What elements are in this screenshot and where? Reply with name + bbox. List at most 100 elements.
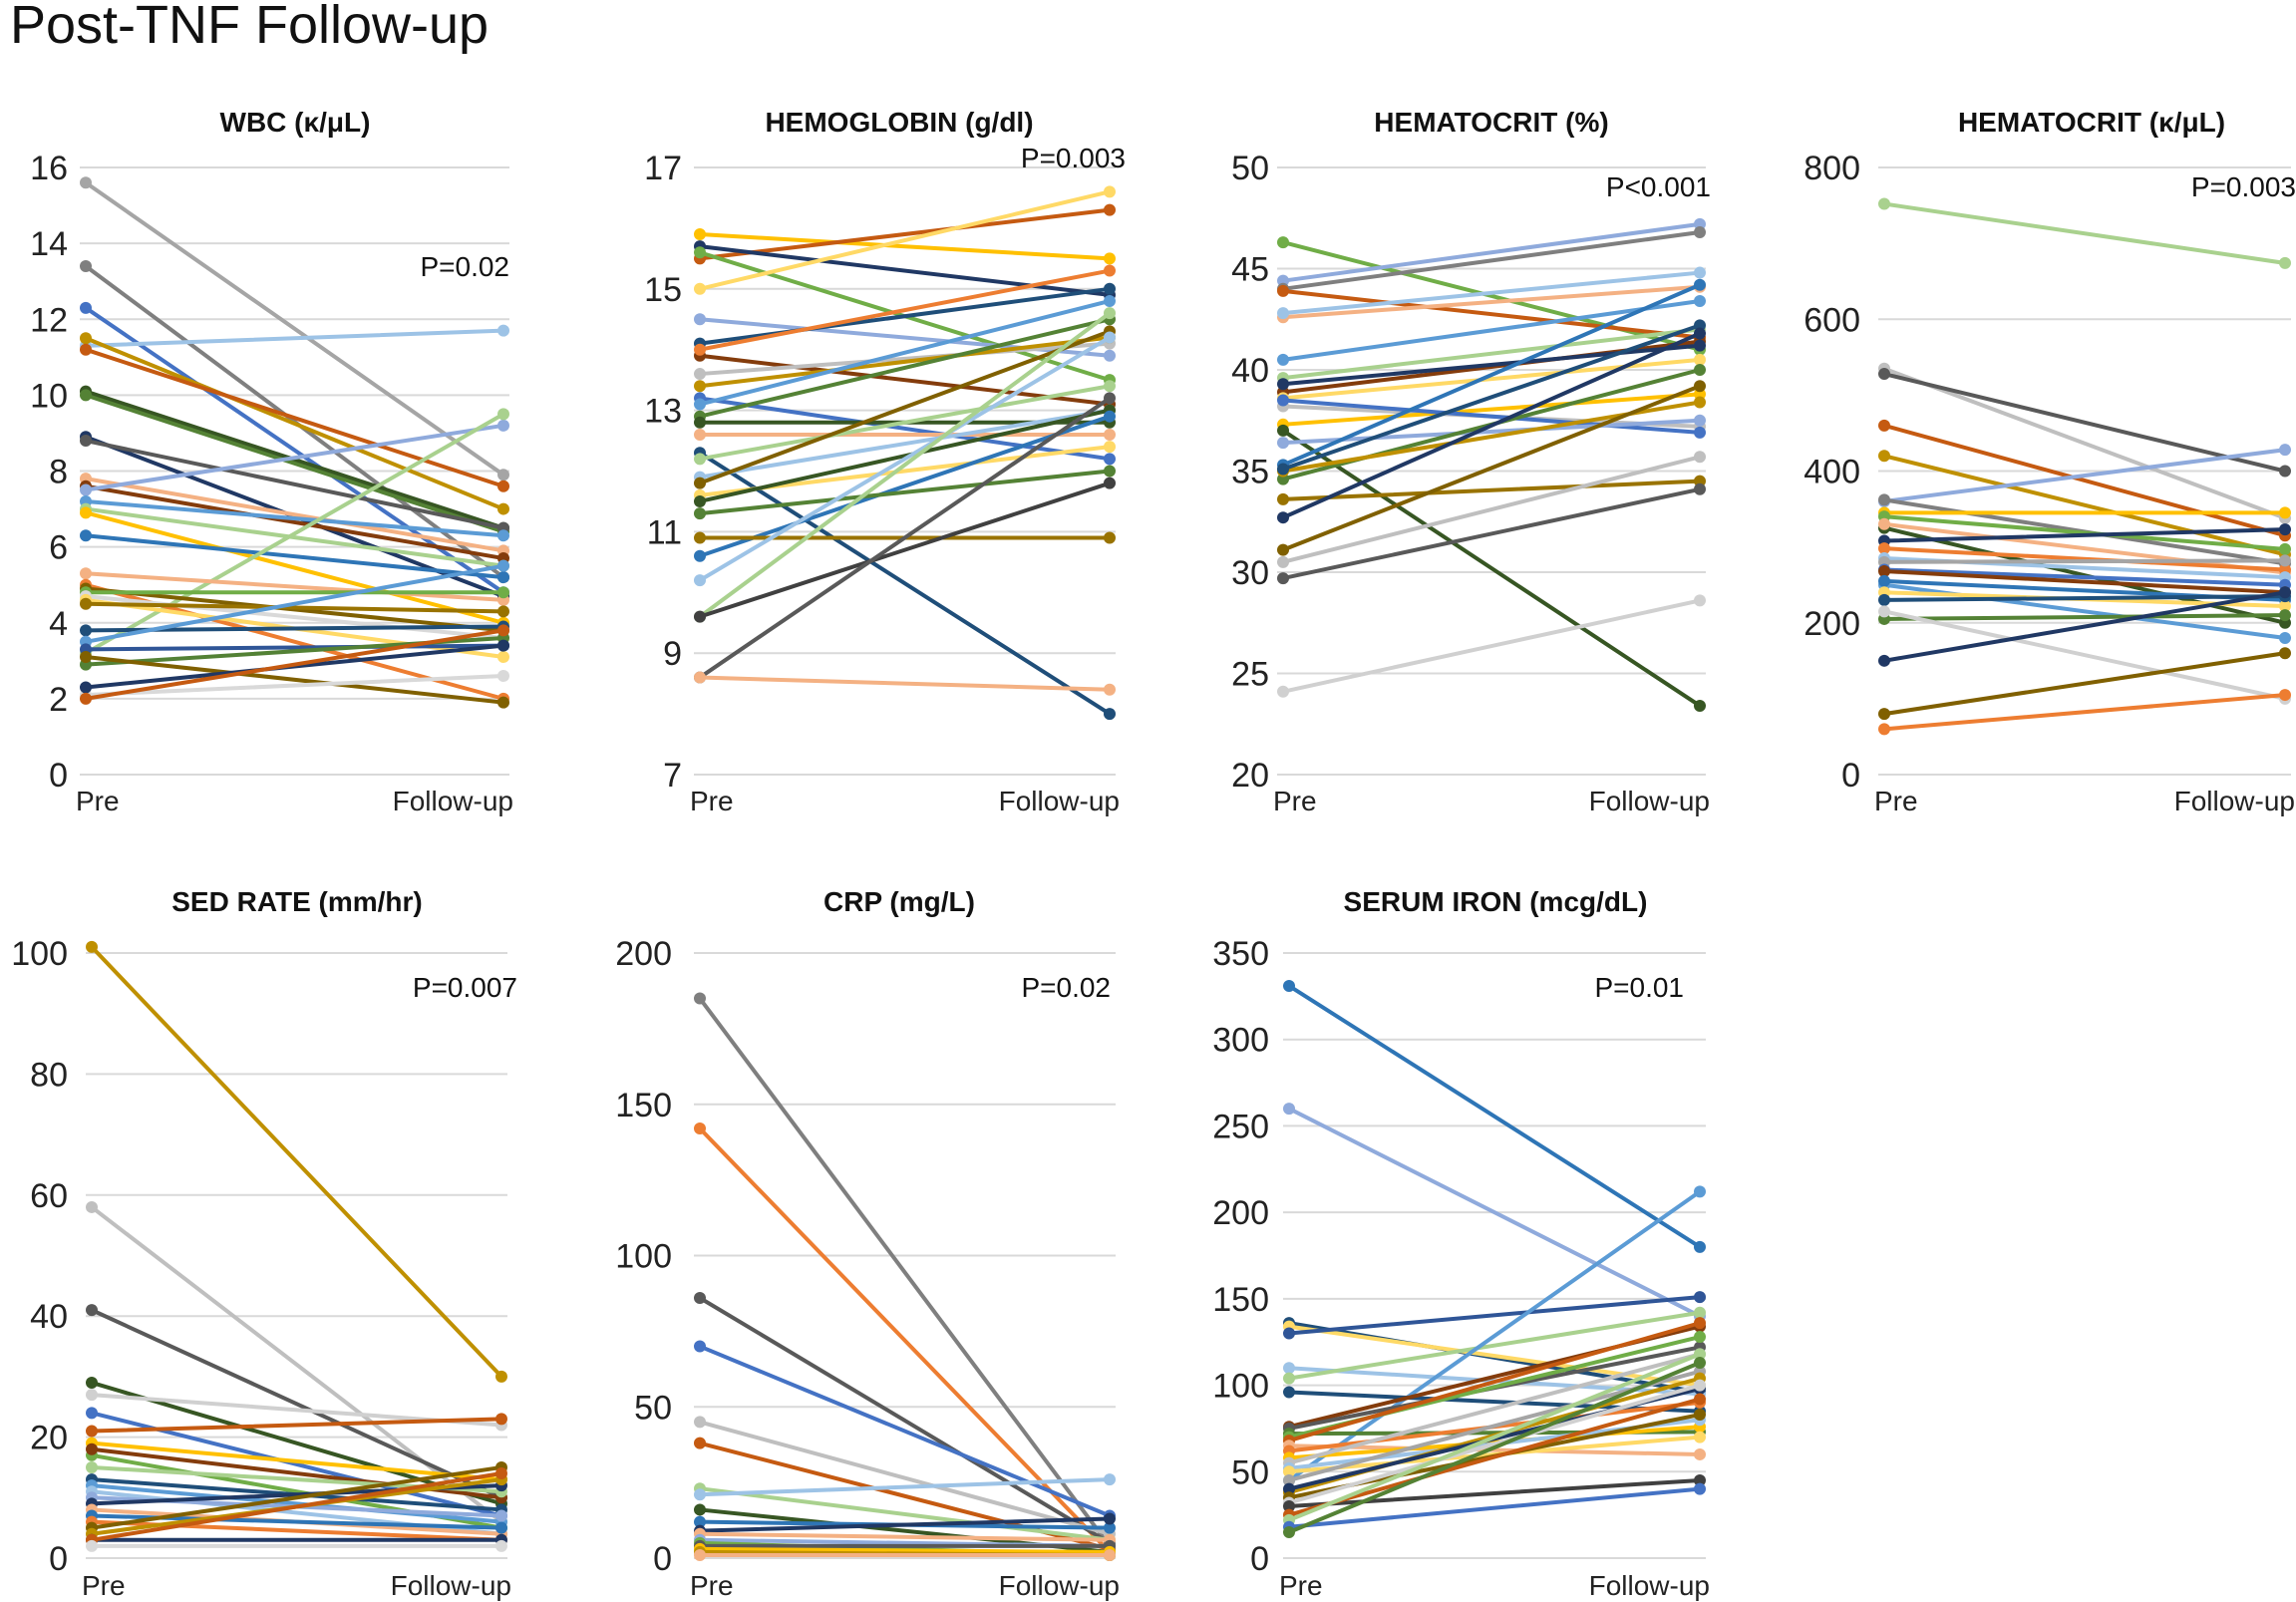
chart-7-point-followup-7 [1694, 1185, 1706, 1198]
chart-3-point-followup-9 [1694, 339, 1706, 352]
chart-1-series-line-26 [84, 563, 505, 644]
chart-1-point-followup-24 [497, 605, 509, 618]
chart-2-series-line-16 [698, 451, 1112, 717]
chart-7-xcat-label-pre: Pre [1279, 1570, 1323, 1601]
chart-1-series-line-29 [84, 655, 505, 705]
chart-2-point-pre-27 [694, 610, 706, 623]
chart-3-point-pre-22 [1277, 543, 1289, 556]
chart-3-series-line-0 [1281, 240, 1702, 352]
chart-1-series-line-18 [84, 571, 505, 602]
chart-7-series-line-8 [1287, 1390, 1702, 1414]
chart-4-point-followup-23 [2279, 586, 2291, 599]
chart-1-series-line-16 [84, 533, 505, 580]
chart-7-series-line-27 [1287, 1352, 1702, 1522]
chart-2-series-line-26 [698, 311, 1112, 619]
chart-7-point-pre-0 [1283, 979, 1295, 992]
chart-7-point-followup-0 [1694, 1240, 1706, 1253]
chart-4-point-followup-5 [2279, 444, 2291, 457]
chart-3-point-pre-25 [1277, 685, 1289, 698]
chart-2-point-pre-21 [694, 494, 706, 507]
chart-7-series-line-1 [1287, 1107, 1702, 1319]
chart-4-point-pre-0 [1878, 197, 1890, 210]
chart-3-ytick-label-3: 35 [1231, 454, 1269, 491]
chart-2-ytick-label-5: 17 [644, 150, 682, 187]
chart-5-series-line-0 [90, 944, 503, 1379]
chart-3-point-followup-2 [1694, 225, 1706, 238]
chart-3-point-pre-0 [1277, 236, 1289, 249]
chart-2-point-pre-9 [694, 368, 706, 381]
chart-7-ytick-label-2: 100 [1212, 1368, 1269, 1406]
chart-3-series-line-16 [1281, 282, 1702, 468]
chart-4-point-pre-25 [1878, 723, 1890, 736]
chart-4-point-pre-20 [1878, 593, 1890, 606]
chart-3-point-pre-9 [1277, 378, 1289, 391]
chart-4-point-followup-0 [2279, 256, 2291, 269]
chart-6-xcat-label-followup: Follow-up [999, 1570, 1120, 1601]
chart-5-series-line-1 [90, 1204, 503, 1524]
chart-5-point-pre-5 [86, 1407, 98, 1420]
chart-7-point-pre-6 [1283, 1372, 1295, 1385]
chart-1-series-line-30 [84, 674, 505, 698]
chart-3-point-followup-17 [1694, 364, 1706, 376]
chart-3-point-pre-24 [1277, 572, 1289, 585]
chart-2-point-followup-23 [1104, 465, 1116, 478]
chart-1-ytick-label-3: 6 [49, 529, 68, 567]
chart-7-ytick-label-7: 350 [1212, 935, 1269, 973]
chart-4-series-line-4 [1882, 454, 2287, 557]
chart-1-point-pre-16 [80, 529, 92, 542]
chart-7-ytick-label-6: 300 [1212, 1022, 1269, 1060]
chart-4-point-pre-18 [1878, 574, 1890, 587]
chart-2-point-pre-15 [694, 428, 706, 441]
chart-2-point-followup-12 [1104, 294, 1116, 307]
chart-3-series-line-24 [1281, 486, 1702, 581]
chart-3-point-followup-14 [1694, 699, 1706, 712]
chart-7-point-followup-25 [1694, 1473, 1706, 1486]
chart-4-point-pre-10 [1878, 517, 1890, 530]
chart-3-series-line-15 [1281, 418, 1702, 446]
chart-5-ytick-label-0: 0 [49, 1540, 68, 1578]
chart-2-xcat-label-followup: Follow-up [999, 786, 1120, 816]
chart-5-ytick-label-3: 60 [30, 1177, 68, 1215]
chart-3-point-pre-15 [1277, 437, 1289, 450]
chart-7-point-followup-29 [1694, 1357, 1706, 1370]
chart-5-point-followup-17 [495, 1521, 507, 1534]
chart-2-point-followup-15 [1104, 428, 1116, 441]
chart-2-ytick-label-2: 11 [647, 513, 682, 551]
chart-7-title: SERUM IRON (mcg/dL) [1344, 886, 1648, 917]
chart-2-ytick-label-0: 7 [663, 757, 682, 795]
chart-2-series-line-18 [698, 408, 1112, 480]
chart-6-series-line-0 [698, 996, 1112, 1548]
chart-6-point-pre-17 [694, 1548, 706, 1561]
chart-3-point-followup-25 [1694, 594, 1706, 607]
chart-4-point-followup-25 [2279, 689, 2291, 702]
chart-1-ytick-label-5: 10 [30, 377, 68, 415]
chart-7-point-followup-13 [1694, 1317, 1706, 1330]
chart-1-point-followup-30 [497, 670, 509, 683]
chart-4-point-followup-14 [2279, 554, 2291, 567]
chart-3-point-followup-5 [1694, 266, 1706, 279]
chart-1-series-line-5 [84, 347, 505, 488]
chart-1-point-pre-0 [80, 176, 92, 189]
chart-1-series-line-9 [84, 439, 505, 530]
chart-7-series-line-17 [1287, 1352, 1702, 1465]
chart-2-series-line-17 [698, 384, 1112, 462]
chart-2-pvalue-label: P=0.003 [1021, 143, 1126, 173]
chart-3-ytick-label-1: 25 [1231, 656, 1269, 694]
chart-1-point-followup-31 [497, 639, 509, 652]
chart-4-ytick-label-1: 200 [1804, 605, 1860, 643]
chart-1-point-pre-25 [80, 624, 92, 637]
chart-4-xcat-label-pre: Pre [1874, 786, 1918, 816]
chart-7-point-pre-19 [1283, 1465, 1295, 1478]
chart-4-xcat-label-followup: Follow-up [2174, 786, 2295, 816]
chart-7-series-line-29 [1287, 1361, 1702, 1534]
chart-2-point-followup-25 [1104, 331, 1116, 344]
chart-7-point-followup-28 [1694, 1482, 1706, 1495]
chart-7-point-pre-8 [1283, 1386, 1295, 1399]
chart-2-point-followup-8 [1104, 264, 1116, 277]
chart-7-pvalue-label: P=0.01 [1594, 972, 1684, 1003]
chart-3-point-pre-6 [1277, 353, 1289, 366]
chart-5-ytick-label-4: 80 [30, 1056, 68, 1094]
chart-2-point-pre-23 [694, 507, 706, 520]
chart-5-series-line-12 [90, 1483, 503, 1524]
chart-3-point-followup-15 [1694, 414, 1706, 427]
